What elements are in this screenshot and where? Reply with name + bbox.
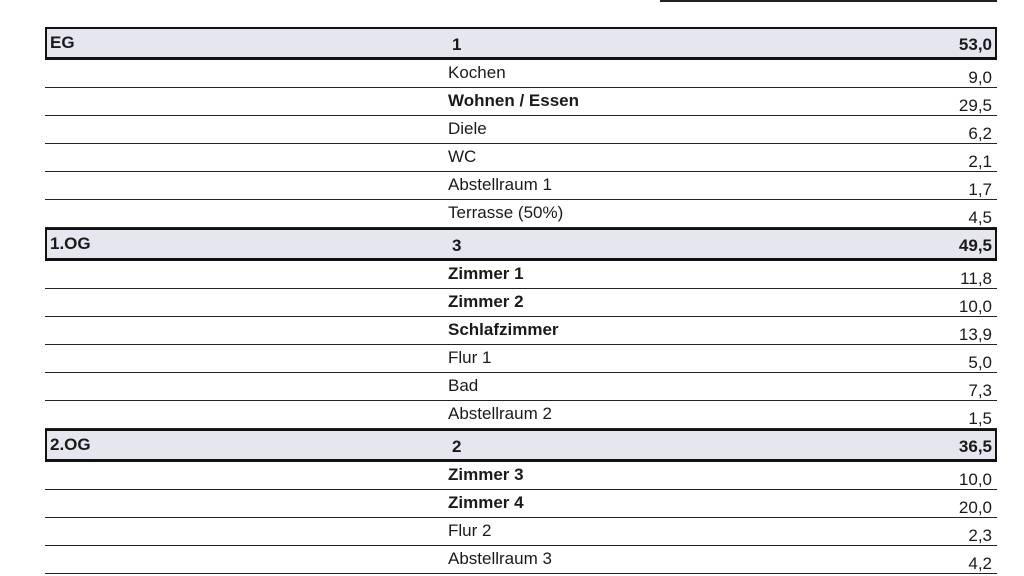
room-row: Zimmer 1 11,8 bbox=[45, 261, 997, 289]
room-row: Abstellraum 1 1,7 bbox=[45, 172, 997, 200]
floor-room-count: 2 bbox=[452, 437, 462, 456]
room-name: Zimmer 4 bbox=[448, 493, 524, 512]
floor-label: 2.OG bbox=[50, 435, 91, 454]
floor-room-count: 1 bbox=[452, 35, 462, 54]
top-rule bbox=[660, 0, 997, 2]
floor-label: EG bbox=[50, 33, 75, 52]
room-area: 9,0 bbox=[968, 68, 992, 87]
room-name: Zimmer 2 bbox=[448, 292, 524, 311]
room-area-table: EG 1 53,0 Kochen 9,0 Wohnen / Essen 29,5 Di… bbox=[45, 27, 997, 574]
floor-header-row: 2.OG 2 36,5 bbox=[45, 429, 997, 462]
room-row: WC 2,1 bbox=[45, 144, 997, 172]
room-area: 6,2 bbox=[968, 124, 992, 143]
room-name: Diele bbox=[448, 119, 487, 138]
floor-header-row: 1.OG 3 49,5 bbox=[45, 228, 997, 261]
room-area: 11,8 bbox=[960, 269, 992, 288]
room-row: Zimmer 3 10,0 bbox=[45, 462, 997, 490]
room-row: Kochen 9,0 bbox=[45, 60, 997, 88]
room-row: Wohnen / Essen 29,5 bbox=[45, 88, 997, 116]
room-row: Flur 2 2,3 bbox=[45, 518, 997, 546]
floor-total-area: 53,0 bbox=[958, 35, 992, 54]
room-name: Abstellraum 1 bbox=[448, 175, 552, 194]
room-row: Zimmer 2 10,0 bbox=[45, 289, 997, 317]
room-name: Kochen bbox=[448, 63, 506, 82]
room-name: Abstellraum 3 bbox=[448, 549, 552, 568]
room-name: Wohnen / Essen bbox=[448, 91, 579, 110]
room-row: Abstellraum 2 1,5 bbox=[45, 401, 997, 429]
room-row: Diele 6,2 bbox=[45, 116, 997, 144]
floor-header-row: EG 1 53,0 bbox=[45, 27, 997, 60]
room-area: 29,5 bbox=[958, 96, 992, 115]
room-name: Flur 2 bbox=[448, 521, 492, 540]
room-area: 2,1 bbox=[968, 152, 992, 171]
room-area: 1,5 bbox=[968, 409, 992, 428]
room-area: 4,2 bbox=[968, 554, 992, 573]
room-row: Flur 1 5,0 bbox=[45, 345, 997, 373]
room-area: 10,0 bbox=[958, 297, 992, 316]
room-name: Abstellraum 2 bbox=[448, 404, 552, 423]
floor-total-area: 36,5 bbox=[958, 437, 992, 456]
room-row: Zimmer 4 20,0 bbox=[45, 490, 997, 518]
floor-label: 1.OG bbox=[50, 234, 91, 253]
floor-room-count: 3 bbox=[452, 236, 462, 255]
room-area: 2,3 bbox=[968, 526, 992, 545]
room-area: 5,0 bbox=[968, 353, 992, 372]
room-area: 4,5 bbox=[968, 208, 992, 227]
room-name: Zimmer 1 bbox=[448, 264, 524, 283]
room-row: Terrasse (50%) 4,5 bbox=[45, 200, 997, 228]
room-name: Flur 1 bbox=[448, 348, 492, 367]
room-row: Bad 7,3 bbox=[45, 373, 997, 401]
room-area: 1,7 bbox=[968, 180, 992, 199]
room-name: Zimmer 3 bbox=[448, 465, 524, 484]
room-name: Bad bbox=[448, 376, 479, 395]
room-row: Schlafzimmer 13,9 bbox=[45, 317, 997, 345]
room-area: 13,9 bbox=[958, 325, 992, 344]
room-area: 7,3 bbox=[968, 381, 992, 400]
room-name: Schlafzimmer bbox=[448, 320, 559, 339]
room-name: Terrasse (50%) bbox=[448, 203, 564, 222]
floor-total-area: 49,5 bbox=[958, 236, 992, 255]
room-area: 10,0 bbox=[958, 470, 992, 489]
room-area: 20,0 bbox=[958, 498, 992, 517]
room-name: WC bbox=[448, 147, 477, 166]
room-row: Abstellraum 3 4,2 bbox=[45, 546, 997, 574]
